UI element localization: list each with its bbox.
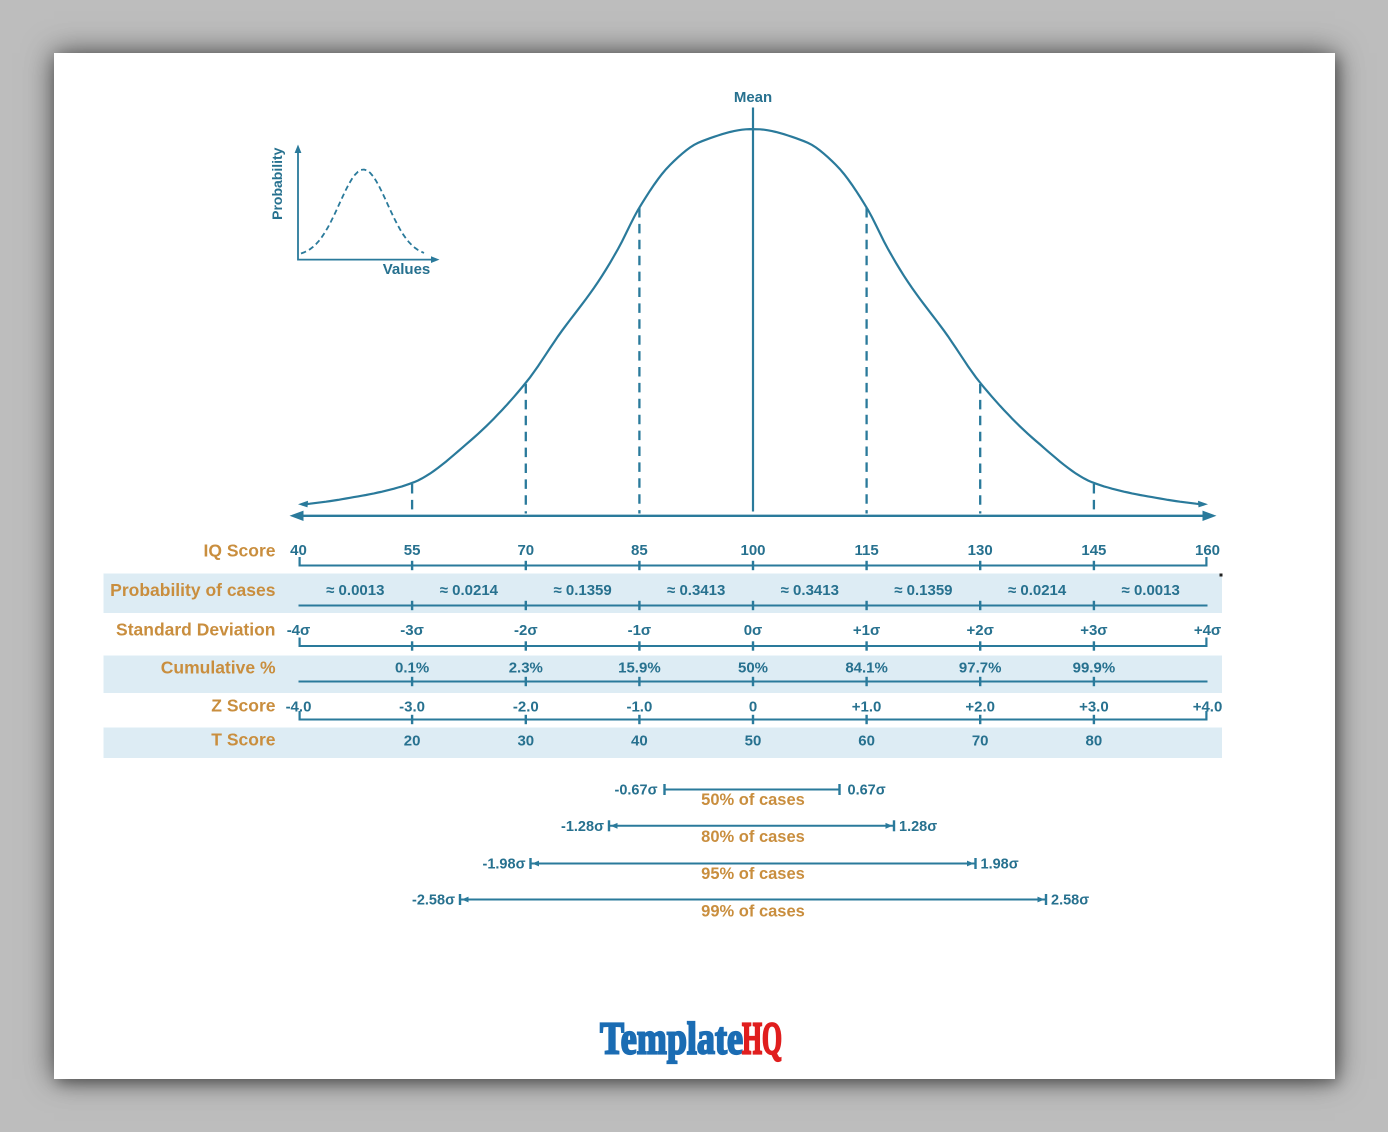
svg-text:1.28σ: 1.28σ — [899, 819, 937, 835]
svg-text:Template: Template — [600, 1013, 743, 1064]
svg-text:50% of cases: 50% of cases — [701, 791, 805, 809]
svg-text:Cumulative %: Cumulative % — [161, 658, 276, 678]
svg-text:≈ 0.3413: ≈ 0.3413 — [781, 582, 839, 599]
svg-text:≈ 0.1359: ≈ 0.1359 — [553, 582, 611, 599]
svg-text:0: 0 — [749, 698, 757, 715]
svg-text:Probability of cases: Probability of cases — [110, 580, 276, 600]
svg-text:0.1%: 0.1% — [395, 659, 429, 676]
svg-text:-2.58σ: -2.58σ — [412, 893, 455, 909]
svg-text:99.9%: 99.9% — [1073, 659, 1116, 676]
svg-text:Values: Values — [383, 261, 431, 278]
svg-text:≈ 0.0013: ≈ 0.0013 — [326, 582, 384, 599]
svg-text:99% of cases: 99% of cases — [701, 903, 805, 921]
svg-text:IQ Score: IQ Score — [204, 541, 276, 561]
svg-text:0.67σ: 0.67σ — [848, 783, 886, 799]
svg-text:+1.0: +1.0 — [852, 698, 882, 715]
svg-text:+4σ: +4σ — [1194, 622, 1221, 639]
svg-text:+2σ: +2σ — [967, 622, 994, 639]
svg-text:70: 70 — [517, 542, 534, 559]
svg-text:+3σ: +3σ — [1080, 622, 1107, 639]
svg-text:40: 40 — [290, 542, 307, 559]
svg-text:≈ 0.0013: ≈ 0.0013 — [1122, 582, 1180, 599]
svg-text:70: 70 — [972, 732, 989, 749]
svg-text:15.9%: 15.9% — [618, 659, 661, 676]
svg-text:40: 40 — [631, 732, 648, 749]
svg-text:97.7%: 97.7% — [959, 659, 1002, 676]
svg-text:84.1%: 84.1% — [845, 659, 888, 676]
svg-text:115: 115 — [854, 542, 878, 559]
svg-text:95% of cases: 95% of cases — [701, 865, 805, 883]
svg-text:50: 50 — [745, 732, 762, 749]
svg-text:55: 55 — [404, 542, 421, 559]
svg-text:30: 30 — [517, 732, 534, 749]
svg-text:80: 80 — [1086, 732, 1103, 749]
svg-text:HQ: HQ — [742, 1013, 782, 1064]
svg-text:≈ 0.0214: ≈ 0.0214 — [440, 582, 499, 599]
svg-text:+2.0: +2.0 — [965, 698, 995, 715]
svg-text:T Score: T Score — [211, 730, 275, 750]
svg-text:-3σ: -3σ — [400, 622, 424, 639]
svg-text:2.3%: 2.3% — [509, 659, 543, 676]
svg-text:85: 85 — [631, 542, 648, 559]
svg-text:-0.67σ: -0.67σ — [615, 783, 658, 799]
svg-text:20: 20 — [404, 732, 421, 749]
svg-text:2.58σ: 2.58σ — [1051, 893, 1089, 909]
svg-text:100: 100 — [740, 542, 765, 559]
svg-text:-1.0: -1.0 — [626, 698, 652, 715]
svg-text:60: 60 — [858, 732, 875, 749]
svg-text:50%: 50% — [738, 659, 768, 676]
svg-text:-2.0: -2.0 — [513, 698, 539, 715]
svg-text:Mean: Mean — [734, 89, 772, 106]
svg-text:+1σ: +1σ — [853, 622, 880, 639]
svg-text:1.98σ: 1.98σ — [981, 857, 1019, 873]
svg-text:-3.0: -3.0 — [399, 698, 425, 715]
svg-text:-1.98σ: -1.98σ — [483, 857, 526, 873]
svg-text:130: 130 — [968, 542, 993, 559]
svg-text:0σ: 0σ — [744, 622, 763, 639]
svg-text:≈ 0.3413: ≈ 0.3413 — [667, 582, 725, 599]
svg-text:-2σ: -2σ — [514, 622, 538, 639]
svg-text:80% of cases: 80% of cases — [701, 828, 805, 846]
svg-text:≈ 0.0214: ≈ 0.0214 — [1008, 582, 1067, 599]
svg-text:-4σ: -4σ — [287, 622, 311, 639]
svg-text:+3.0: +3.0 — [1079, 698, 1109, 715]
svg-text:Z Score: Z Score — [211, 696, 275, 716]
svg-text:145: 145 — [1081, 542, 1106, 559]
svg-text:-1.28σ: -1.28σ — [561, 819, 604, 835]
svg-text:-1σ: -1σ — [628, 622, 652, 639]
svg-text:+4.0: +4.0 — [1193, 698, 1223, 715]
svg-text:160: 160 — [1195, 542, 1220, 559]
svg-text:Probability: Probability — [269, 147, 285, 220]
svg-text:Standard Deviation: Standard Deviation — [116, 620, 275, 640]
svg-text:≈ 0.1359: ≈ 0.1359 — [894, 582, 952, 599]
svg-text:-4.0: -4.0 — [286, 698, 312, 715]
